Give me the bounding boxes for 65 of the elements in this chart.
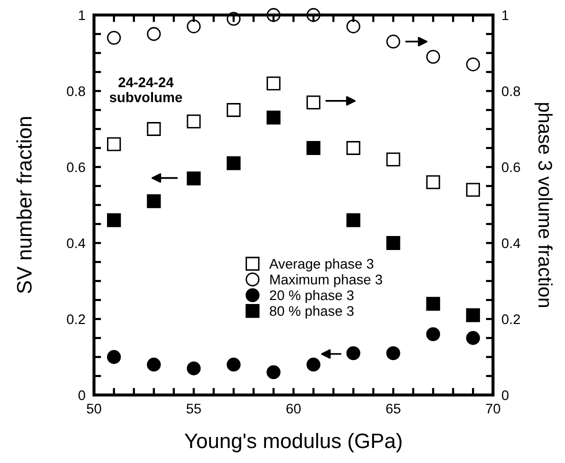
point [107,213,121,228]
point [426,175,440,190]
annotation: 24-24-24 subvolume [110,77,182,102]
point [146,27,161,41]
point [466,182,480,197]
legend-label: 80 % phase 3 [270,306,354,319]
point [346,213,360,228]
point [226,156,241,170]
y-axis-title: SV number fraction [16,117,32,294]
point [386,236,400,250]
point [186,361,201,376]
point [107,30,121,45]
point [386,34,400,49]
point [226,103,241,117]
point [266,76,280,90]
y2-tick-label: 0.8 [502,86,520,96]
point [426,327,440,342]
x-tick-label: 70 [486,404,500,414]
point [386,152,400,166]
point [266,8,280,22]
y-tick-label: 0.2 [66,314,85,324]
point [266,365,280,380]
point [146,358,161,372]
point [306,141,320,155]
point [266,110,280,125]
x-tick-label: 50 [86,404,102,414]
y-tick-label: 0.8 [66,86,86,96]
y2-tick-label: 1 [502,10,508,20]
point [306,358,320,372]
point [466,308,480,322]
y-tick-label: 0 [78,390,86,400]
y-tick-label: 1 [79,10,85,20]
point [186,171,201,186]
y2-axis-title: phase 3 volume fraction [534,103,553,307]
point [466,57,480,72]
point [186,19,201,34]
point [186,114,201,128]
point [107,137,121,152]
point [146,194,161,208]
point [107,350,121,364]
point [346,346,360,360]
y-tick-label: 0.6 [66,162,86,172]
x-tick-label: 60 [286,404,301,414]
x-axis-title: Young's modulus (GPa) [184,432,402,452]
point [226,12,241,26]
point [426,50,440,64]
legend-label: Average phase 3 [269,258,374,272]
point [306,8,320,22]
y2-tick-label: 0.4 [502,238,520,248]
legend-label: Maximum phase 3 [270,274,382,288]
point [346,19,360,34]
legend-label: 20 % phase 3 [270,290,354,303]
point [346,141,360,155]
point [226,358,241,372]
x-tick-label: 55 [186,404,201,414]
point [146,122,161,136]
point [386,346,400,360]
x-tick-label: 65 [386,404,400,414]
y2-tick-label: 0 [502,390,509,400]
point [466,331,480,345]
point [306,95,320,110]
y2-tick-label: 0.6 [502,162,520,172]
point [426,296,440,311]
y2-tick-label: 0.2 [502,314,520,324]
y-tick-label: 0.4 [66,238,86,248]
